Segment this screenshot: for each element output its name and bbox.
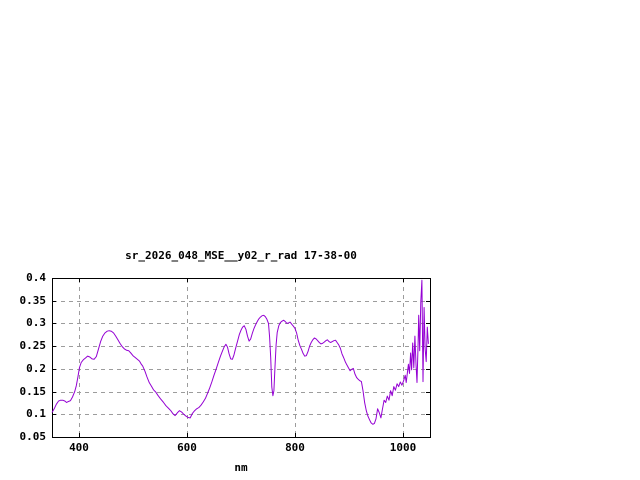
x-tick-label: 1000 [389, 441, 417, 454]
y-tick-label: 0.3 [26, 316, 46, 329]
y-tick-label: 0.35 [19, 294, 47, 307]
y-tick-label: 0.1 [26, 407, 46, 420]
x-tick-label: 600 [177, 441, 197, 454]
x-tick-label: 400 [69, 441, 89, 454]
chart-title: sr_2026_048_MSE__y02_r_rad 17-38-00 [125, 249, 357, 262]
x-tick-label: 800 [285, 441, 305, 454]
y-tick-label: 0.4 [26, 271, 46, 284]
x-axis-title: nm [234, 461, 248, 474]
y-tick-label: 0.25 [19, 339, 47, 352]
radiance-curve [51, 279, 429, 425]
plot-border [52, 278, 431, 438]
y-tick-label: 0.2 [26, 362, 46, 375]
y-tick-label: 0.15 [19, 385, 47, 398]
y-tick-label: 0.05 [19, 430, 47, 443]
